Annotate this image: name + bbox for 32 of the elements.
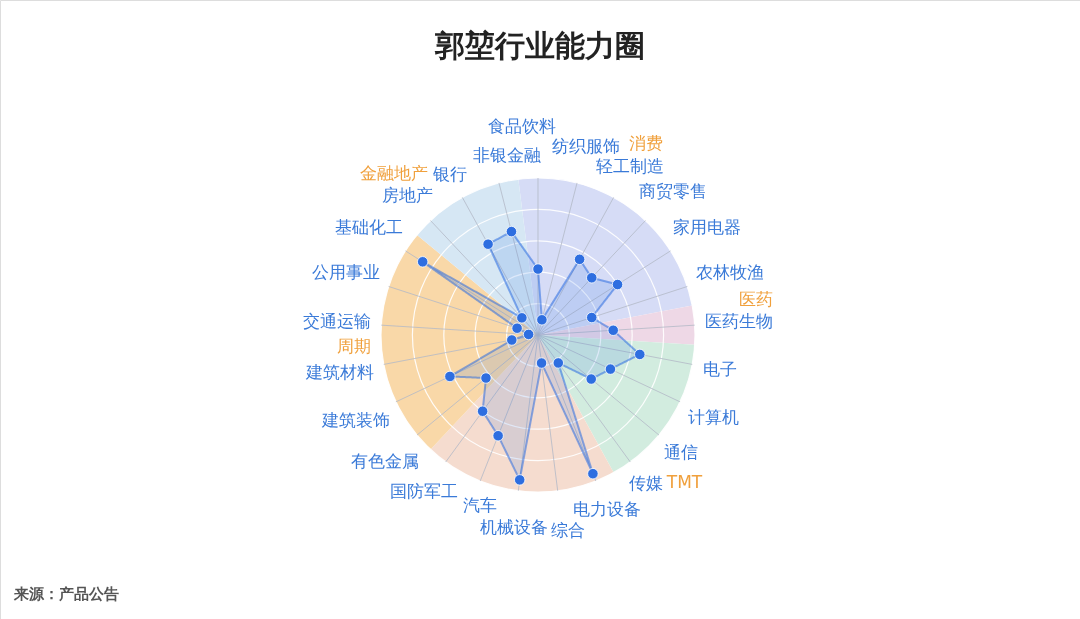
spoke-label: 综合 xyxy=(551,520,586,541)
slice-label: 金融地产 xyxy=(359,162,428,183)
spoke-label: 食品饮料 xyxy=(487,116,556,137)
spoke-label: 基础化工 xyxy=(334,216,403,237)
spoke-label: 轻工制造 xyxy=(596,156,665,177)
spoke-label: 商贸零售 xyxy=(638,180,707,201)
spoke-label: 房地产 xyxy=(381,184,433,205)
spoke-label: 公用事业 xyxy=(311,261,380,282)
spoke-label: 机械设备 xyxy=(479,516,548,537)
spoke-label: 国防军工 xyxy=(389,481,458,502)
spoke-label: 通信 xyxy=(664,442,699,463)
spoke-label: 计算机 xyxy=(687,406,739,427)
spoke-label: 电子 xyxy=(703,358,738,379)
spoke-label: 建筑材料 xyxy=(304,361,374,382)
slice-label: 周期 xyxy=(336,335,371,356)
spoke-label: 有色金属 xyxy=(350,450,419,471)
slice-label: 消费 xyxy=(628,133,663,154)
spoke-label: 传媒 xyxy=(629,473,664,494)
spoke-label: 电力设备 xyxy=(573,498,642,519)
slice-label: 医药 xyxy=(739,289,774,310)
spoke-label: 家用电器 xyxy=(673,216,742,237)
spoke-label: 建筑装饰 xyxy=(320,409,390,430)
chart-title: 郭堃行业能力圈 xyxy=(434,28,645,63)
spoke-label: 银行 xyxy=(431,163,467,184)
spoke-label: 医药生物 xyxy=(705,311,774,332)
spoke-label: 农林牧渔 xyxy=(696,261,765,282)
spoke-label: 交通运输 xyxy=(302,311,371,332)
spoke-label: 非银金融 xyxy=(472,145,541,166)
spoke-label: 汽车 xyxy=(463,495,498,516)
slice-label: TMT xyxy=(665,472,703,493)
source-note: 来源：产品公告 xyxy=(13,585,119,603)
spoke-label: 纺织服饰 xyxy=(552,136,621,156)
